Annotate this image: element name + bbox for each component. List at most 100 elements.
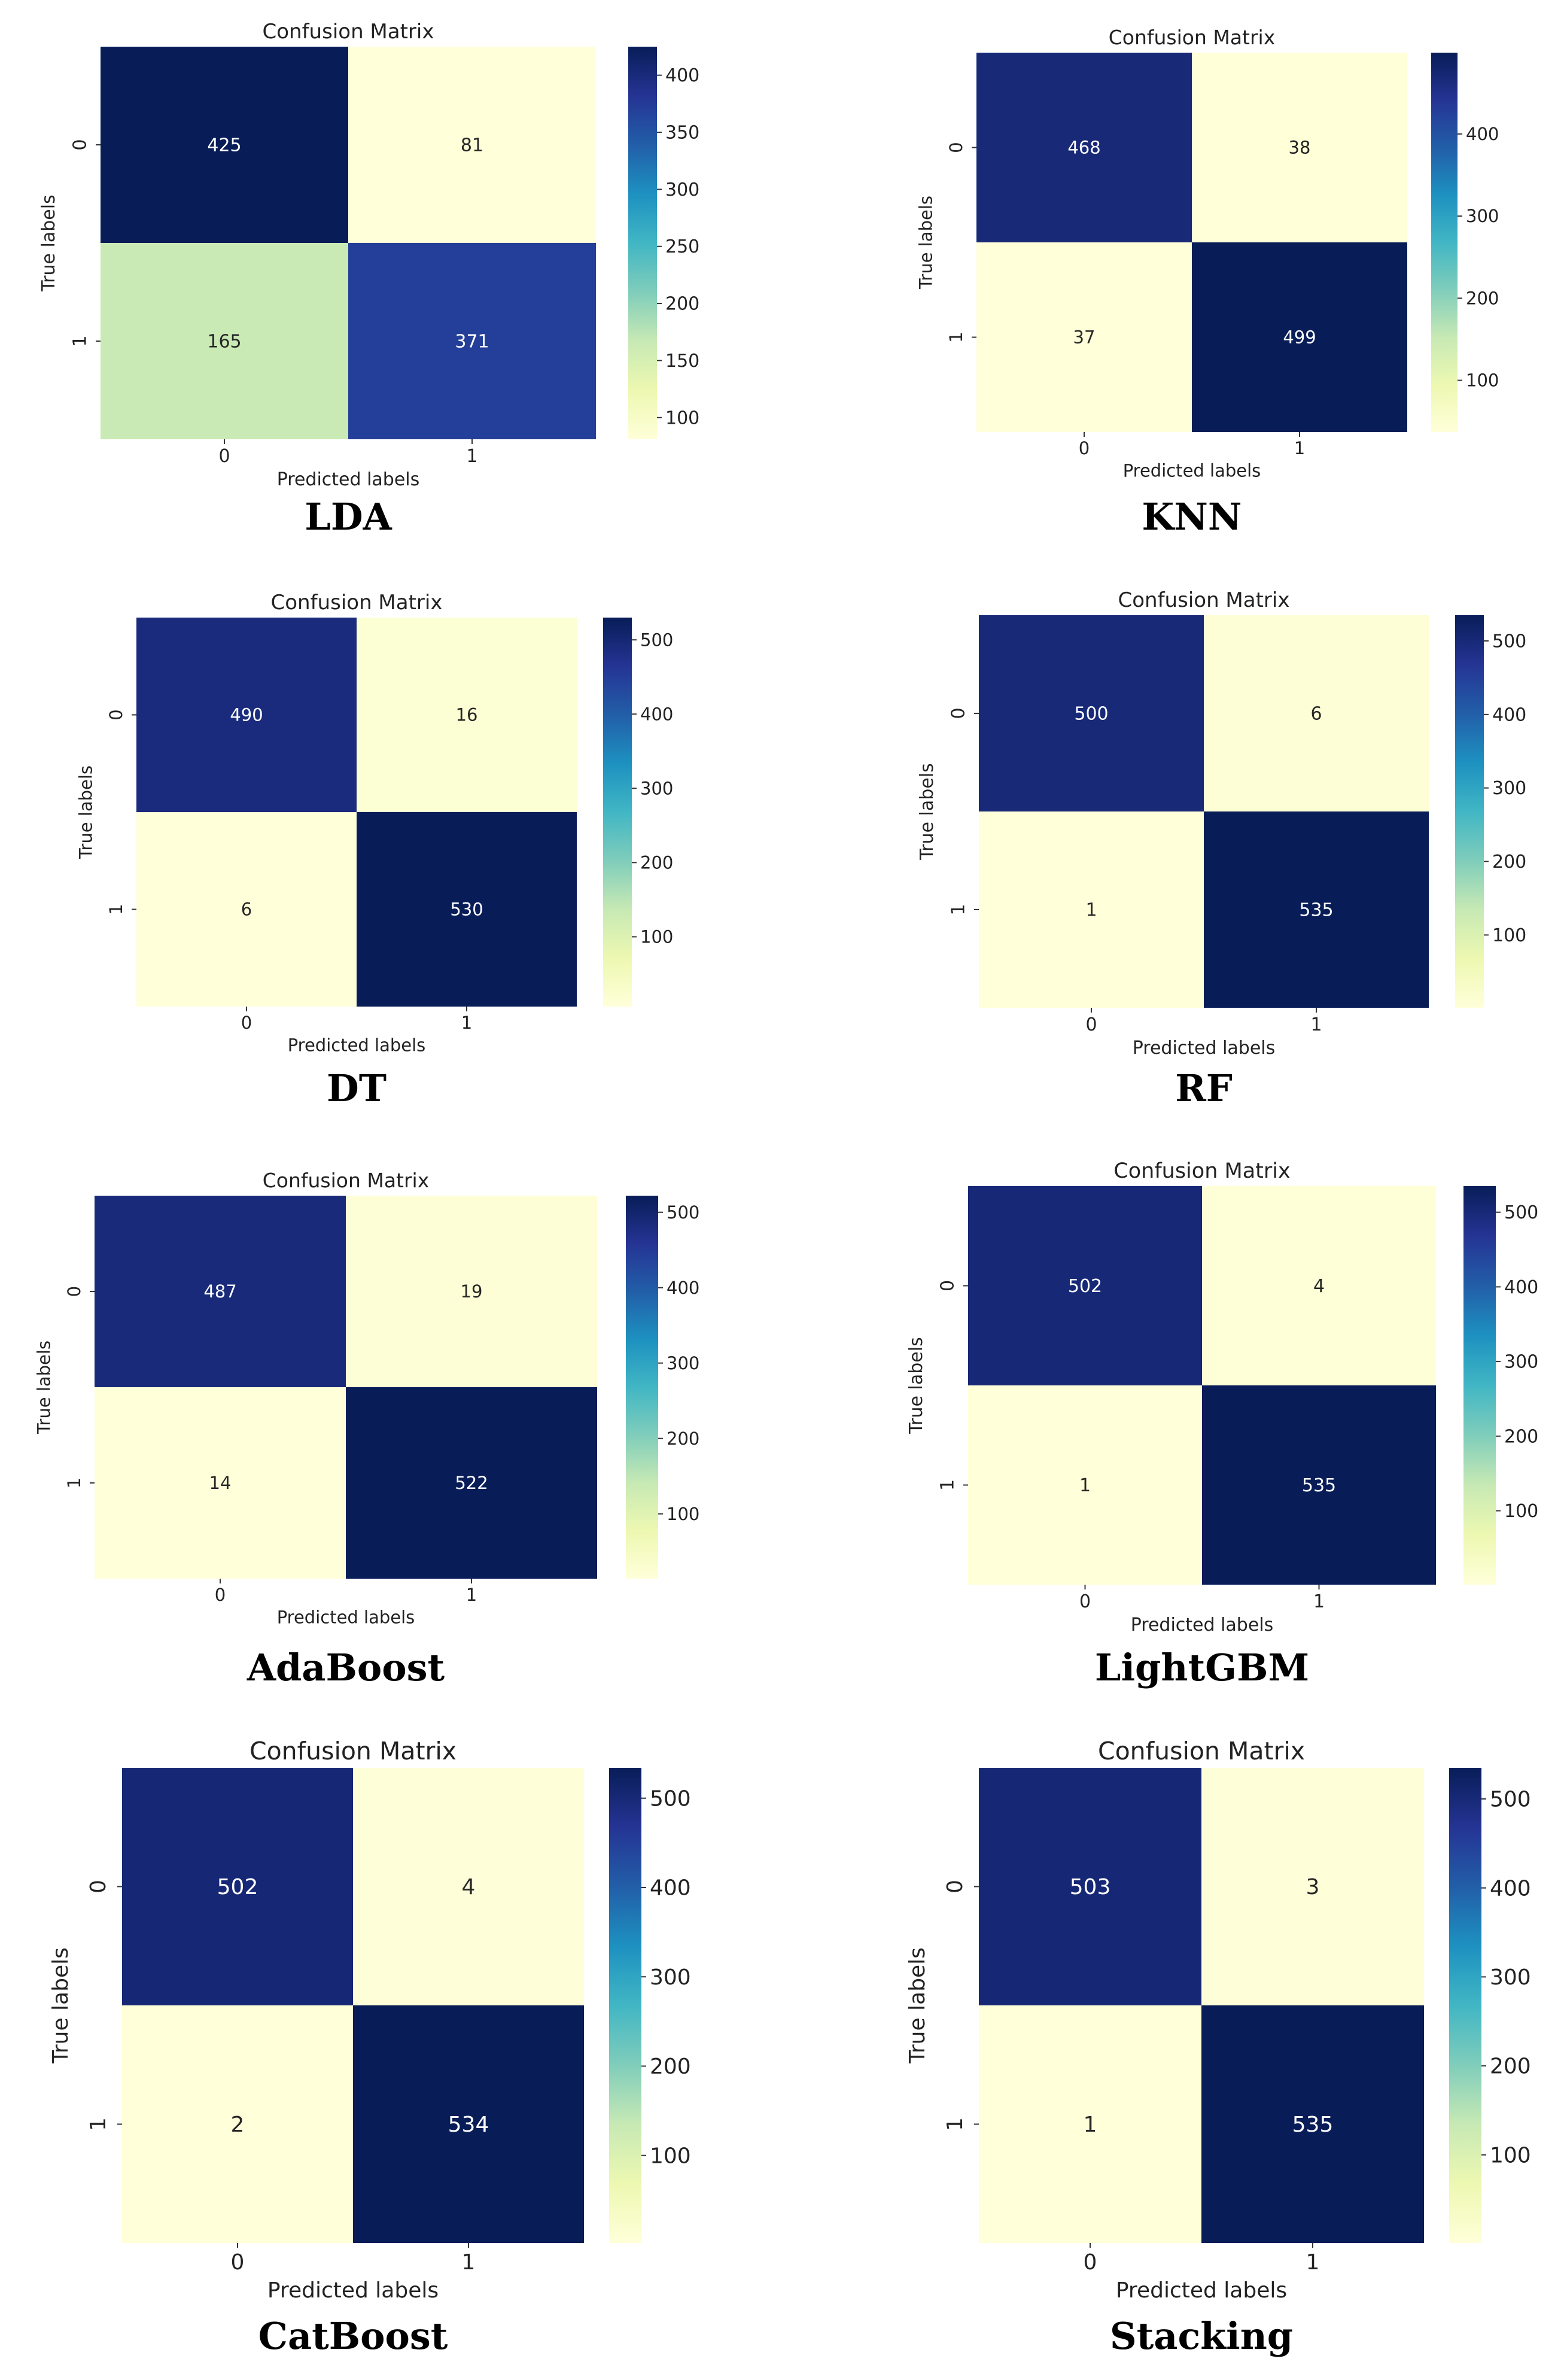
y-axis-label: True labels: [905, 1947, 930, 2064]
heatmap-cell-0-0: [95, 1196, 346, 1387]
cell-value-label-0-1: 6: [1310, 704, 1322, 725]
x-axis-label: Predicted labels: [277, 469, 420, 490]
cell-value-label-0-1: 81: [461, 135, 483, 156]
colorbar-tick-label: 100: [1466, 370, 1499, 391]
chart-title: Confusion Matrix: [1118, 588, 1290, 612]
colorbar-tick-label: 400: [667, 1278, 699, 1298]
y-tick-label: 0: [948, 707, 969, 719]
cell-value-label-0-0: 487: [203, 1281, 236, 1302]
y-axis-label: True labels: [75, 765, 96, 859]
heatmap-cell-0-1: [357, 618, 577, 812]
colorbar-tick-label: 200: [640, 853, 673, 873]
x-axis-label: Predicted labels: [277, 1607, 415, 1628]
confusion-matrix-panel-knn: Confusion Matrix 468 38 37 499 0 1 Predicted la…: [915, 26, 1499, 539]
heatmap-cell-1-1: [357, 812, 577, 1007]
colorbar-tick-label: 200: [1492, 852, 1526, 873]
y-tick-label: 0: [943, 1880, 967, 1893]
x-axis-label: Predicted labels: [1133, 1038, 1276, 1059]
colorbar-tick-label: 500: [1490, 1788, 1531, 1812]
colorbar-tick-label: 200: [1466, 288, 1499, 308]
y-tick-label: 0: [946, 142, 966, 153]
colorbar-tick-label: 400: [1466, 124, 1499, 144]
colorbar-tick-label: 200: [667, 1428, 699, 1449]
colorbar-tick-label: 300: [667, 1353, 699, 1373]
chart-title: Confusion Matrix: [249, 1737, 457, 1765]
colorbar-tick-label: 400: [1492, 704, 1526, 725]
colorbar-tick-label: 100: [665, 408, 699, 428]
x-axis-label: Predicted labels: [267, 2278, 439, 2303]
cell-value-label-1-0: 2: [231, 2112, 245, 2137]
heatmap-cell-1-1: [1202, 1385, 1436, 1585]
colorbar: [628, 47, 657, 439]
cell-value-label-1-1: 535: [1292, 2112, 1334, 2137]
colorbar-tick-label: 200: [1504, 1426, 1538, 1447]
heatmap-cell-0-0: [976, 53, 1192, 242]
colorbar-tick-label: 300: [1490, 1965, 1531, 1990]
y-axis-label: True labels: [34, 1341, 54, 1434]
x-axis-label: Predicted labels: [1116, 2278, 1287, 2303]
heatmap-cell-1-0: [976, 242, 1192, 432]
x-tick-label: 0: [1079, 438, 1090, 458]
colorbar-tick-label: 400: [1504, 1277, 1538, 1298]
cell-value-label-0-1: 19: [461, 1281, 483, 1302]
y-tick-label: 1: [948, 904, 969, 915]
x-tick-label: 1: [1313, 1591, 1325, 1612]
colorbar-tick-label: 200: [1490, 2054, 1531, 2079]
cell-value-label-1-0: 1: [1084, 2112, 1097, 2137]
colorbar-tick-label: 350: [665, 123, 699, 144]
y-tick-label: 1: [106, 904, 126, 914]
colorbar-tick-label: 100: [667, 1504, 699, 1524]
colorbar-tick-label: 200: [665, 294, 699, 315]
cell-value-label-0-0: 502: [217, 1875, 258, 1899]
cell-value-label-1-0: 165: [207, 332, 241, 352]
heatmap-cell-1-1: [1204, 811, 1429, 1008]
x-tick-label: 0: [1085, 1014, 1097, 1035]
heatmap-cell-1-1: [348, 243, 596, 439]
heatmap-cell-0-1: [346, 1196, 597, 1387]
x-axis-label: Predicted labels: [288, 1035, 426, 1056]
confusion-matrix-panel-lightgbm: Confusion Matrix 502 4 1 535 0 1 Predicted labe…: [906, 1159, 1538, 1689]
x-tick-label: 1: [466, 446, 477, 467]
model-caption: RF: [1175, 1066, 1233, 1110]
cell-value-label-0-0: 500: [1074, 704, 1108, 725]
chart-title: Confusion Matrix: [1098, 1737, 1305, 1765]
x-tick-label: 1: [1310, 1014, 1322, 1035]
colorbar: [1431, 53, 1458, 432]
cell-value-label-0-0: 468: [1067, 138, 1100, 158]
x-tick-label: 0: [231, 2250, 245, 2275]
x-tick-label: 1: [1306, 2250, 1320, 2275]
heatmap-cell-1-0: [979, 811, 1204, 1008]
heatmap-cell-0-1: [1192, 53, 1407, 242]
y-axis-label: True labels: [915, 196, 936, 290]
y-tick-label: 1: [64, 1478, 84, 1488]
confusion-matrix-panel-lda: Confusion Matrix 425 81 165 371 0 1 Predicted l…: [38, 20, 699, 539]
heatmap-cell-1-0: [136, 812, 357, 1007]
chart-title: Confusion Matrix: [1113, 1159, 1290, 1183]
colorbar: [626, 1196, 658, 1579]
cell-value-label-0-1: 16: [456, 705, 478, 725]
cell-value-label-1-1: 535: [1299, 900, 1333, 921]
y-tick-label: 1: [70, 335, 91, 346]
x-tick-label: 0: [241, 1013, 252, 1033]
cell-value-label-0-1: 38: [1289, 138, 1311, 158]
cell-value-label-0-0: 425: [207, 135, 241, 156]
heatmap-cell-1-0: [101, 243, 348, 439]
colorbar: [1449, 1768, 1481, 2243]
y-axis-label: True labels: [38, 194, 59, 291]
chart-title: Confusion Matrix: [1109, 26, 1276, 49]
chart-title: Confusion Matrix: [263, 20, 434, 44]
y-axis-label: True labels: [906, 1337, 927, 1434]
cell-value-label-0-1: 4: [1313, 1276, 1325, 1297]
colorbar-tick-label: 500: [667, 1202, 699, 1223]
colorbar-tick-label: 400: [665, 65, 699, 86]
colorbar-tick-label: 300: [665, 180, 699, 200]
confusion-matrix-panel-rf: Confusion Matrix 500 6 1 535 0 1 Predicted labe…: [917, 588, 1526, 1110]
heatmap-cell-0-0: [101, 47, 348, 243]
colorbar-tick-label: 300: [1492, 778, 1526, 799]
heatmap-cell-0-0: [968, 1186, 1202, 1385]
colorbar-tick-label: 100: [1492, 925, 1526, 946]
x-tick-label: 0: [1084, 2250, 1097, 2275]
confusion-matrix-panel-adaboost: Confusion Matrix 487 19 14 522 0 1 Predicted la…: [34, 1169, 699, 1689]
heatmap-cell-0-0: [136, 618, 357, 812]
colorbar-tick-label: 400: [640, 704, 673, 724]
